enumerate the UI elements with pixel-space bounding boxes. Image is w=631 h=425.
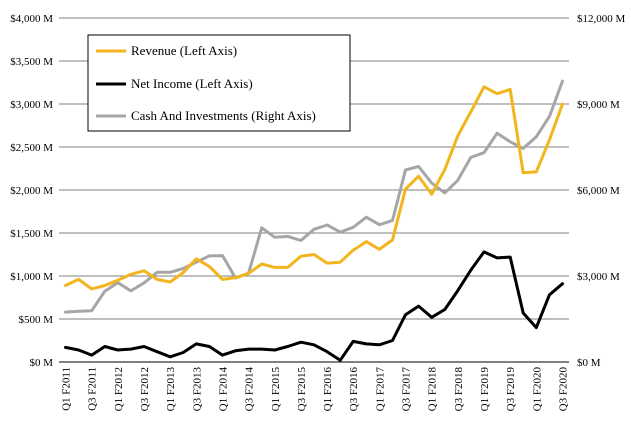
x-axis-tick-label: Q1 F2019 — [479, 367, 491, 412]
x-axis-tick-label: Q1 F2012 — [113, 367, 125, 411]
left-axis-tick-label: $3,500 M — [10, 56, 53, 68]
right-axis-tick-label: $6,000 M — [577, 185, 620, 197]
x-axis-tick-label: Q1 F2018 — [427, 367, 439, 412]
series-line-revenue — [64, 85, 564, 291]
x-axis-tick-label: Q3 F2015 — [296, 367, 308, 412]
left-axis-tick-label: $3,000 M — [10, 99, 53, 111]
x-axis-tick-label: Q1 F2014 — [217, 367, 229, 412]
x-axis-tick-label: Q3 F2014 — [244, 367, 256, 412]
left-axis-tick-label: $1,000 M — [10, 271, 53, 283]
x-axis-tick-label: Q3 F2020 — [557, 367, 569, 412]
legend-label-cash-and-investments: Cash And Investments (Right Axis) — [131, 108, 316, 123]
x-axis-tick-label: Q1 F2015 — [270, 367, 282, 412]
left-axis-tick-labels: $0 M $500 M $1,000 M $1,500 M $2,000 M $2,500… — [10, 13, 53, 369]
x-axis-tick-label: Q1 F2013 — [165, 367, 177, 412]
x-axis-tick-label: Q3 F2019 — [505, 367, 517, 412]
x-axis-tick-label: Q1 F2020 — [531, 367, 543, 412]
x-axis-tick-label: Q3 F2017 — [401, 367, 413, 412]
left-axis-tick-label: $4,000 M — [10, 13, 53, 25]
left-axis-tick-label: $0 M — [29, 357, 53, 369]
left-axis-tick-label: $2,000 M — [10, 185, 53, 197]
legend-box — [87, 34, 351, 132]
x-axis-tick-label: Q1 F2016 — [322, 367, 334, 412]
right-axis-tick-label: $0 M — [577, 357, 601, 369]
left-axis-tick-label: $1,500 M — [10, 228, 53, 240]
x-axis-tick-label: Q1 F2011 — [61, 367, 73, 411]
right-axis-tick-label: $12,000 M — [577, 13, 626, 25]
x-axis-tick-label: Q3 F2018 — [453, 367, 465, 412]
series-lines — [64, 79, 564, 362]
legend-label-revenue: Revenue (Left Axis) — [131, 43, 237, 58]
right-axis-tick-label: $9,000 M — [577, 99, 620, 111]
legend-label-net-income: Net Income (Left Axis) — [131, 76, 253, 91]
series-line-net-income — [64, 250, 564, 362]
x-axis-tick-label: Q3 F2013 — [191, 367, 203, 412]
right-axis-tick-label: $3,000 M — [577, 271, 620, 283]
series-line-cash-and-investments — [64, 79, 564, 314]
legend: Revenue (Left Axis) Net Income (Left Axi… — [87, 34, 351, 132]
right-axis-tick-labels: $0 M $3,000 M $6,000 M $9,000 M $12,000 M — [577, 13, 626, 369]
x-axis-tick-label: Q3 F2016 — [348, 367, 360, 412]
x-axis-tick-label: Q1 F2017 — [374, 367, 386, 412]
x-axis: Q1 F2011 Q3 F2011 Q1 F2012 Q3 F2012 Q1 F2013… — [59, 361, 569, 412]
x-axis-tick-label: Q3 F2012 — [139, 367, 151, 411]
x-axis-tick-label: Q3 F2011 — [87, 367, 99, 411]
left-axis-tick-label: $500 M — [18, 314, 53, 326]
left-axis-tick-label: $2,500 M — [10, 142, 53, 154]
